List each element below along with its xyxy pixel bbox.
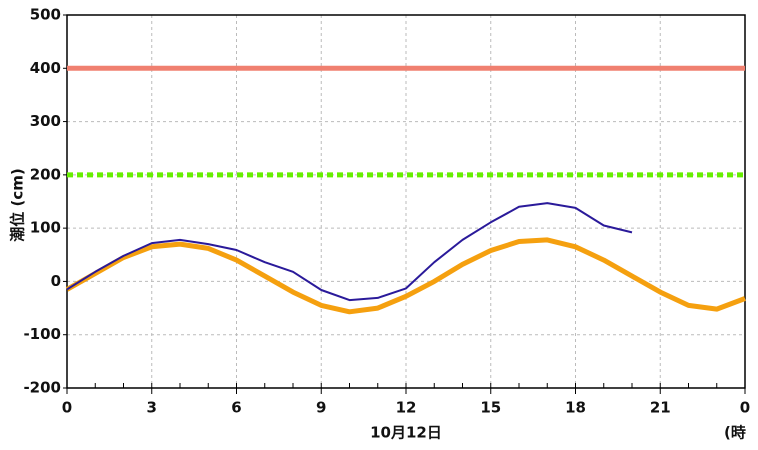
- x-tick-label: 12: [396, 399, 417, 417]
- y-tick-label: 200: [30, 165, 61, 183]
- x-tick-label: 0: [62, 399, 72, 417]
- y-tick-label: -100: [23, 325, 61, 343]
- x-tick-label: 3: [147, 399, 157, 417]
- data-line: [66, 202, 633, 302]
- x-axis-label: 10月12日: [370, 424, 442, 442]
- y-tick-label: 0: [51, 272, 61, 290]
- y-tick-label: -200: [23, 379, 61, 397]
- x-unit-label: (時: [724, 424, 746, 442]
- x-tick-label: 9: [316, 399, 326, 417]
- x-tick-label: 15: [480, 399, 501, 417]
- data-line: [65, 237, 746, 315]
- x-tick-label: 6: [231, 399, 241, 417]
- y-tick-label: 500: [30, 6, 61, 24]
- y-axis-label: 潮位 (cm): [9, 168, 27, 241]
- x-tick-label: 21: [650, 399, 671, 417]
- x-tick-label: 0: [740, 399, 750, 417]
- x-tick-label: 18: [565, 399, 586, 417]
- y-tick-label: 300: [30, 112, 61, 130]
- plot-frame: [66, 14, 746, 389]
- y-tick-label: 400: [30, 59, 61, 77]
- y-tick-label: 100: [30, 219, 61, 237]
